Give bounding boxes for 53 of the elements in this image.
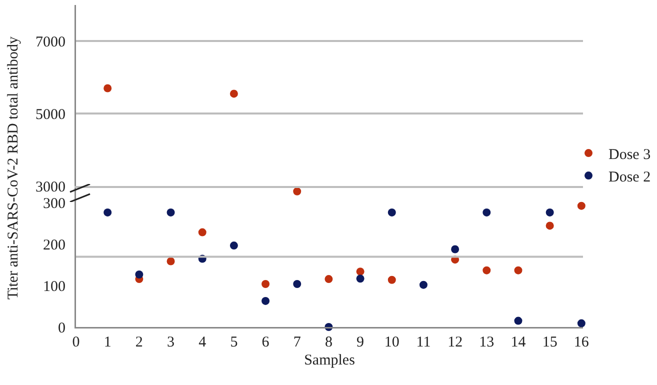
- point: [482, 266, 491, 274]
- x-tick-label: 6: [262, 334, 270, 350]
- y-tick-label: 3000: [36, 179, 66, 196]
- x-tick-label: 16: [574, 334, 590, 350]
- legend-label: Dose 3: [608, 146, 651, 163]
- x-tick-label: 13: [479, 334, 494, 350]
- point: [230, 242, 238, 250]
- y-axis-title: Titer anti-SARS-CoV-2 RBD total antibody: [6, 36, 22, 300]
- point: [135, 270, 144, 278]
- point: [388, 276, 396, 284]
- point: [293, 187, 302, 196]
- point: [262, 296, 270, 305]
- point: [388, 208, 396, 216]
- point: [104, 208, 112, 216]
- x-tick-label: 10: [384, 334, 400, 350]
- legend-label: Dose 2: [608, 169, 651, 186]
- x-tick-label: 7: [293, 334, 302, 350]
- point: [198, 228, 206, 236]
- point: [482, 208, 491, 216]
- point: [262, 280, 270, 288]
- x-tick-label: 3: [167, 334, 175, 350]
- point: [546, 208, 554, 216]
- x-tick-label: 12: [448, 334, 463, 350]
- point: [514, 316, 522, 325]
- point: [546, 222, 554, 230]
- y-tick-label: 300: [43, 196, 66, 212]
- point: [166, 208, 175, 216]
- y-tick-label: 200: [43, 238, 66, 254]
- point: [514, 266, 522, 274]
- x-tick-label: 5: [230, 334, 238, 350]
- x-tick-label: 8: [324, 334, 332, 350]
- x-tick-label: 4: [198, 334, 207, 350]
- point: [293, 280, 302, 288]
- x-tick-label: 0: [72, 334, 80, 350]
- y-tick-label: 0: [58, 320, 66, 336]
- y-tick-label: 5000: [36, 106, 66, 123]
- point: [356, 274, 364, 283]
- x-tick-label: 1: [104, 334, 112, 350]
- point: [324, 275, 333, 284]
- x-tick-label: 9: [356, 334, 364, 350]
- point: [577, 202, 586, 210]
- x-tick-label: 11: [416, 334, 431, 350]
- point: [451, 245, 460, 254]
- point: [356, 268, 364, 276]
- x-axis-title: Samples: [304, 352, 356, 368]
- x-tick-label: 14: [510, 334, 526, 350]
- point: [419, 280, 428, 289]
- point: [166, 257, 175, 266]
- y-tick-label: 7000: [36, 34, 66, 50]
- point: [577, 319, 586, 328]
- y-tick-label: 100: [43, 278, 66, 295]
- x-tick-label: 15: [542, 334, 558, 350]
- x-tick-label: 2: [135, 334, 143, 350]
